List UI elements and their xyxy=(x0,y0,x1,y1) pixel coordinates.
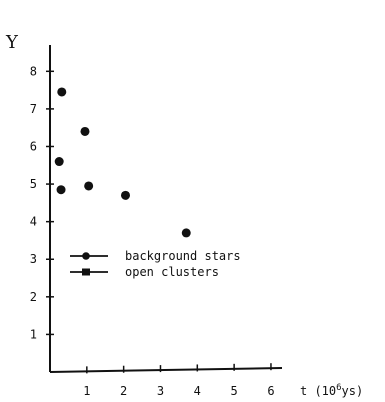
legend-label-background-stars: background stars xyxy=(125,249,241,263)
x-axis-label-suffix: ys) xyxy=(342,384,364,398)
x-tick-label: 2 xyxy=(120,384,127,398)
data-point xyxy=(80,126,90,136)
data-point xyxy=(181,228,191,238)
y-tick-label: 2 xyxy=(30,290,37,304)
y-tick-label: 1 xyxy=(30,327,37,341)
x-tick-label: 5 xyxy=(231,384,238,398)
x-tick-label: 1 xyxy=(83,384,90,398)
y-tick-label: 6 xyxy=(30,139,37,153)
y-tick-label: 3 xyxy=(30,252,37,266)
x-axis-label-superscript: 6 xyxy=(336,383,341,393)
data-point xyxy=(84,181,94,191)
data-point xyxy=(57,87,67,97)
y-tick-label: 5 xyxy=(30,177,37,191)
legend: background stars open clusters xyxy=(70,249,241,279)
legend-item-open-clusters: open clusters xyxy=(70,265,219,279)
x-axis-line xyxy=(49,367,283,373)
legend-item-background-stars: background stars xyxy=(70,249,241,263)
data-point xyxy=(54,157,64,167)
data-point xyxy=(56,185,66,195)
x-tick-label: 6 xyxy=(267,384,274,398)
legend-label-open-clusters: open clusters xyxy=(125,265,219,279)
y-ticks: 1 2 3 4 5 6 7 8 xyxy=(30,64,54,341)
x-axis-label: t (106ys) xyxy=(300,383,363,398)
y-tick-label: 8 xyxy=(30,64,37,78)
data-points xyxy=(54,87,191,238)
x-ticks: 1 2 3 4 5 6 xyxy=(83,363,275,398)
data-point xyxy=(120,190,130,200)
x-tick-label: 3 xyxy=(157,384,164,398)
y-tick-label: 7 xyxy=(30,102,37,116)
y-axis-label: Υ xyxy=(5,32,19,53)
x-tick-label: 4 xyxy=(194,384,201,398)
legend-marker-open-clusters xyxy=(82,268,90,276)
legend-marker-background-stars xyxy=(82,252,90,260)
x-axis-label-prefix: t (10 xyxy=(300,384,336,398)
y-tick-label: 4 xyxy=(30,215,37,229)
axes xyxy=(49,45,283,373)
